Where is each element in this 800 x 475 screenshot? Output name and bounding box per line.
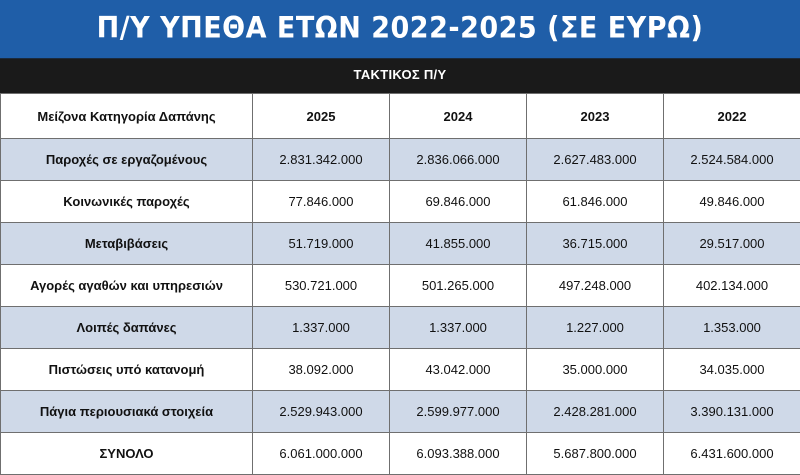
table-row: Λοιπές δαπάνες 1.337.000 1.337.000 1.227.00… xyxy=(0,306,800,349)
category-cell: Πάγια περιουσιακά στοιχεία xyxy=(0,390,253,433)
value-cell: 43.042.000 xyxy=(389,348,527,391)
value-cell: 29.517.000 xyxy=(663,222,800,265)
value-cell: 49.846.000 xyxy=(663,180,800,223)
table-total-row: ΣΥΝΟΛΟ 6.061.000.000 6.093.388.000 5.687.80… xyxy=(0,432,800,475)
value-cell: 2.524.584.000 xyxy=(663,138,800,181)
column-header: 2022 xyxy=(663,93,800,139)
value-cell: 77.846.000 xyxy=(252,180,390,223)
category-cell: ΣΥΝΟΛΟ xyxy=(0,432,253,475)
value-cell: 2.831.342.000 xyxy=(252,138,390,181)
value-cell: 34.035.000 xyxy=(663,348,800,391)
value-cell: 497.248.000 xyxy=(526,264,664,307)
value-cell: 3.390.131.000 xyxy=(663,390,800,433)
table-row: Μεταβιβάσεις 51.719.000 41.855.000 36.715.0… xyxy=(0,222,800,265)
value-cell: 51.719.000 xyxy=(252,222,390,265)
value-cell: 2.428.281.000 xyxy=(526,390,664,433)
value-cell: 1.337.000 xyxy=(252,306,390,349)
table-row: Πάγια περιουσιακά στοιχεία 2.529.943.000 2… xyxy=(0,390,800,433)
value-cell: 2.599.977.000 xyxy=(389,390,527,433)
column-header: 2023 xyxy=(526,93,664,139)
value-cell: 1.353.000 xyxy=(663,306,800,349)
value-cell: 2.836.066.000 xyxy=(389,138,527,181)
category-cell: Λοιπές δαπάνες xyxy=(0,306,253,349)
value-cell: 1.337.000 xyxy=(389,306,527,349)
table-header-row: Μείζονα Κατηγορία Δαπάνης 2025 2024 2023… xyxy=(0,93,800,139)
value-cell: 69.846.000 xyxy=(389,180,527,223)
value-cell: 501.265.000 xyxy=(389,264,527,307)
value-cell: 36.715.000 xyxy=(526,222,664,265)
table-body: Παροχές σε εργαζομένους 2.831.342.000 2.83… xyxy=(0,138,800,475)
column-header: Μείζονα Κατηγορία Δαπάνης xyxy=(0,93,253,139)
value-cell: 5.687.800.000 xyxy=(526,432,664,475)
figure-subtitle: ΤΑΚΤΙΚΟΣ Π/Υ xyxy=(0,56,800,93)
value-cell: 530.721.000 xyxy=(252,264,390,307)
value-cell: 2.627.483.000 xyxy=(526,138,664,181)
table-row: Πιστώσεις υπό κατανομή 38.092.000 43.042.0… xyxy=(0,348,800,391)
value-cell: 61.846.000 xyxy=(526,180,664,223)
column-header: 2025 xyxy=(252,93,390,139)
value-cell: 38.092.000 xyxy=(252,348,390,391)
value-cell: 6.061.000.000 xyxy=(252,432,390,475)
column-header: 2024 xyxy=(389,93,527,139)
category-cell: Κοινωνικές παροχές xyxy=(0,180,253,223)
value-cell: 1.227.000 xyxy=(526,306,664,349)
value-cell: 35.000.000 xyxy=(526,348,664,391)
table-row: Κοινωνικές παροχές 77.846.000 69.846.000 61… xyxy=(0,180,800,223)
budget-table: Μείζονα Κατηγορία Δαπάνης 2025 2024 2023… xyxy=(0,93,800,475)
category-cell: Πιστώσεις υπό κατανομή xyxy=(0,348,253,391)
table-row: Παροχές σε εργαζομένους 2.831.342.000 2.83… xyxy=(0,138,800,181)
value-cell: 6.093.388.000 xyxy=(389,432,527,475)
category-cell: Μεταβιβάσεις xyxy=(0,222,253,265)
table-row: Αγορές αγαθών και υπηρεσιών 530.721.000 50… xyxy=(0,264,800,307)
category-cell: Παροχές σε εργαζομένους xyxy=(0,138,253,181)
category-cell: Αγορές αγαθών και υπηρεσιών xyxy=(0,264,253,307)
value-cell: 6.431.600.000 xyxy=(663,432,800,475)
figure-title: Π/Υ ΥΠΕΘΑ ΕΤΩΝ 2022-2025 (ΣΕ ΕΥΡΩ) xyxy=(0,0,800,59)
value-cell: 41.855.000 xyxy=(389,222,527,265)
value-cell: 402.134.000 xyxy=(663,264,800,307)
value-cell: 2.529.943.000 xyxy=(252,390,390,433)
